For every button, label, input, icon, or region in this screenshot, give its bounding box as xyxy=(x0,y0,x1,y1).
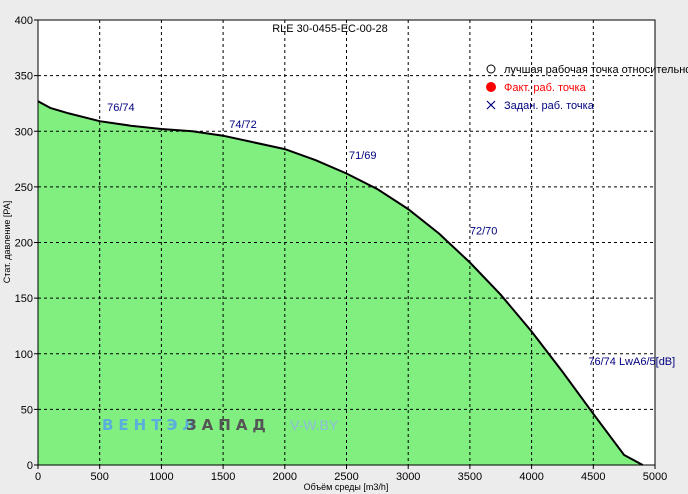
x-tick-label: 1500 xyxy=(211,471,235,483)
legend-label: Факт. раб. точка xyxy=(504,82,587,94)
x-axis-label: Объём среды [m3/h] xyxy=(304,482,389,492)
y-tick-label: 300 xyxy=(15,126,33,138)
y-tick-label: 350 xyxy=(15,71,33,83)
legend-marker-cross xyxy=(486,100,496,110)
x-tick-label: 0 xyxy=(35,471,41,483)
y-tick-label: 250 xyxy=(15,182,33,194)
x-tick-label: 2500 xyxy=(334,471,358,483)
x-tick-label: 2000 xyxy=(273,471,297,483)
x-tick-label: 4500 xyxy=(581,471,605,483)
grid-lines xyxy=(38,20,655,465)
y-tick-label: 100 xyxy=(15,349,33,361)
x-tick-label: 500 xyxy=(91,471,109,483)
legend-label: лучшая рабочая точка относительно xyxy=(504,64,688,76)
annotation-label: 71/69 xyxy=(349,150,377,162)
y-tick-label: 400 xyxy=(15,15,33,27)
legend-label: Задан. раб. точка xyxy=(504,100,595,112)
x-tick-label: 4000 xyxy=(519,471,543,483)
legend-marker-dot xyxy=(486,82,496,92)
annotation-label: 76/74 LwA6/5[dB] xyxy=(588,356,675,368)
x-tick-label: 5000 xyxy=(643,471,667,483)
watermark-part3: V-W.BY xyxy=(290,417,339,433)
annotation-label: 74/72 xyxy=(229,119,257,131)
annotations: 76/74 74/72 71/69 72/70 76/74 LwA6/5[dB] xyxy=(107,102,675,368)
annotation-label: 76/74 xyxy=(107,102,135,114)
watermark-part2: ЗАПАД xyxy=(186,416,271,434)
y-tick-label: 50 xyxy=(21,404,33,416)
y-tick-label: 150 xyxy=(15,293,33,305)
x-tick-label: 1000 xyxy=(149,471,173,483)
series-line xyxy=(37,100,644,466)
y-tick-label: 200 xyxy=(15,238,33,250)
y-axis-ticks: 0 50 100 150 200 250 300 350 400 xyxy=(15,15,38,472)
legend-marker-circle xyxy=(486,64,496,74)
x-tick-label: 3000 xyxy=(396,471,420,483)
watermark: ВЕНТЭЛ ЗАПАД V-W.BY xyxy=(102,416,339,434)
annotation-label: 72/70 xyxy=(470,226,498,238)
chart-title: RLE 30-0455-EC-00-28 xyxy=(272,23,388,35)
y-tick-label: 0 xyxy=(27,460,33,472)
x-axis-ticks: 0 500 1000 1500 2000 2500 3000 3500 4000 4500 5000 xyxy=(35,465,667,483)
x-tick-label: 3500 xyxy=(458,471,482,483)
area-fill xyxy=(38,101,643,465)
y-axis-label: Стат. давление [PA] xyxy=(2,201,12,283)
legend: лучшая рабочая точка относительно Факт. р… xyxy=(486,64,688,112)
watermark-part1: ВЕНТЭЛ xyxy=(102,416,200,434)
